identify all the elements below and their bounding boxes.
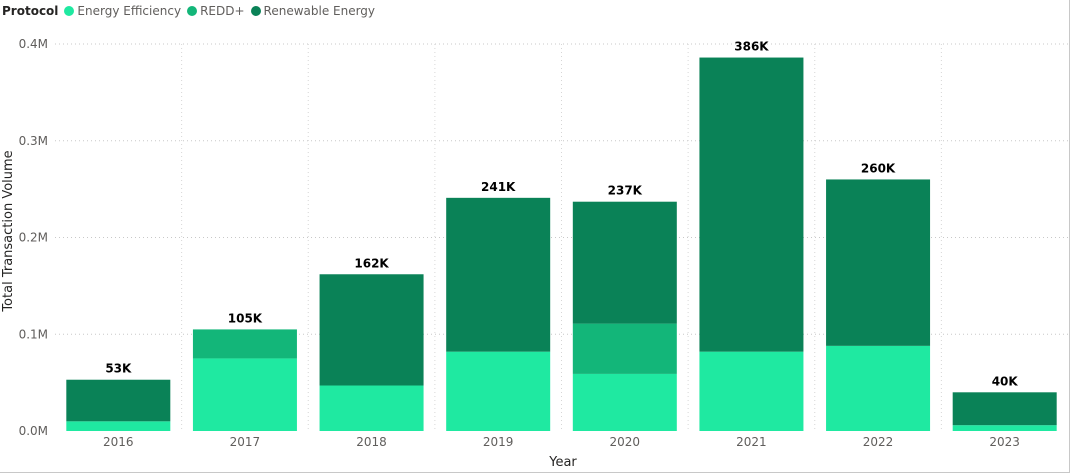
x-tick-label: 2019 bbox=[483, 435, 514, 449]
bar-segment[interactable] bbox=[319, 385, 424, 431]
x-axis-title: Year bbox=[548, 455, 577, 470]
bar-segment[interactable] bbox=[192, 329, 297, 359]
bar-segment[interactable] bbox=[952, 425, 1057, 431]
y-tick-label: 0.0M bbox=[19, 424, 48, 438]
legend-item-redd[interactable]: REDD+ bbox=[187, 4, 245, 18]
data-label: 260K bbox=[861, 161, 896, 175]
y-tick-label: 0.2M bbox=[19, 231, 48, 245]
bar-segment[interactable] bbox=[572, 201, 677, 324]
legend-title: Protocol bbox=[2, 4, 59, 18]
data-label: 162K bbox=[354, 256, 389, 270]
bar-segment[interactable] bbox=[952, 392, 1057, 426]
data-label: 53K bbox=[105, 362, 132, 376]
x-tick-label: 2018 bbox=[356, 435, 387, 449]
x-tick-label: 2017 bbox=[230, 435, 261, 449]
x-tick-label: 2021 bbox=[736, 435, 767, 449]
legend-dot-icon bbox=[187, 6, 198, 16]
legend: Protocol Energy Efficiency REDD+ Renewab… bbox=[2, 3, 381, 19]
legend-item-renewable-energy[interactable]: Renewable Energy bbox=[250, 4, 376, 18]
y-axis-title: Total Transaction Volume bbox=[1, 150, 16, 312]
y-tick-label: 0.4M bbox=[19, 37, 48, 51]
bar-segment[interactable] bbox=[572, 373, 677, 431]
x-tick-label: 2023 bbox=[989, 435, 1020, 449]
x-tick-label: 2022 bbox=[863, 435, 894, 449]
data-label: 237K bbox=[608, 184, 643, 198]
data-label: 40K bbox=[992, 374, 1019, 388]
data-label: 241K bbox=[481, 180, 516, 194]
bar-segment[interactable] bbox=[699, 351, 804, 431]
bar-segment[interactable] bbox=[572, 323, 677, 374]
data-label: 386K bbox=[734, 40, 769, 54]
bar-segment[interactable] bbox=[446, 351, 551, 431]
y-axis-ticks: 0.0M 0.1M 0.2M 0.3M 0.4M bbox=[19, 37, 48, 438]
bar-segment[interactable] bbox=[319, 274, 424, 386]
y-tick-label: 0.1M bbox=[19, 327, 48, 341]
legend-item-energy-efficiency[interactable]: Energy Efficiency bbox=[64, 4, 181, 18]
bar-segment[interactable] bbox=[66, 379, 171, 422]
bar-segment[interactable] bbox=[826, 179, 931, 346]
legend-label: Renewable Energy bbox=[263, 4, 376, 18]
bar-segment[interactable] bbox=[826, 345, 931, 431]
legend-label: Energy Efficiency bbox=[77, 4, 182, 18]
bar-segment[interactable] bbox=[699, 57, 804, 352]
x-axis-ticks: 2016 2017 2018 2019 2020 2021 2022 2023 bbox=[103, 435, 1020, 449]
x-tick-label: 2020 bbox=[610, 435, 641, 449]
bar-segment[interactable] bbox=[66, 421, 171, 431]
bar-segment[interactable] bbox=[446, 197, 551, 352]
x-tick-label: 2016 bbox=[103, 435, 134, 449]
data-label: 105K bbox=[228, 311, 263, 325]
y-tick-label: 0.3M bbox=[19, 134, 48, 148]
legend-dot-icon bbox=[250, 6, 261, 16]
legend-label: REDD+ bbox=[200, 4, 245, 18]
bar-segment[interactable] bbox=[192, 358, 297, 431]
bars: 53K 105K 162K 241K 237K 386K 260K 40K bbox=[66, 40, 1057, 431]
legend-dot-icon bbox=[64, 6, 75, 16]
